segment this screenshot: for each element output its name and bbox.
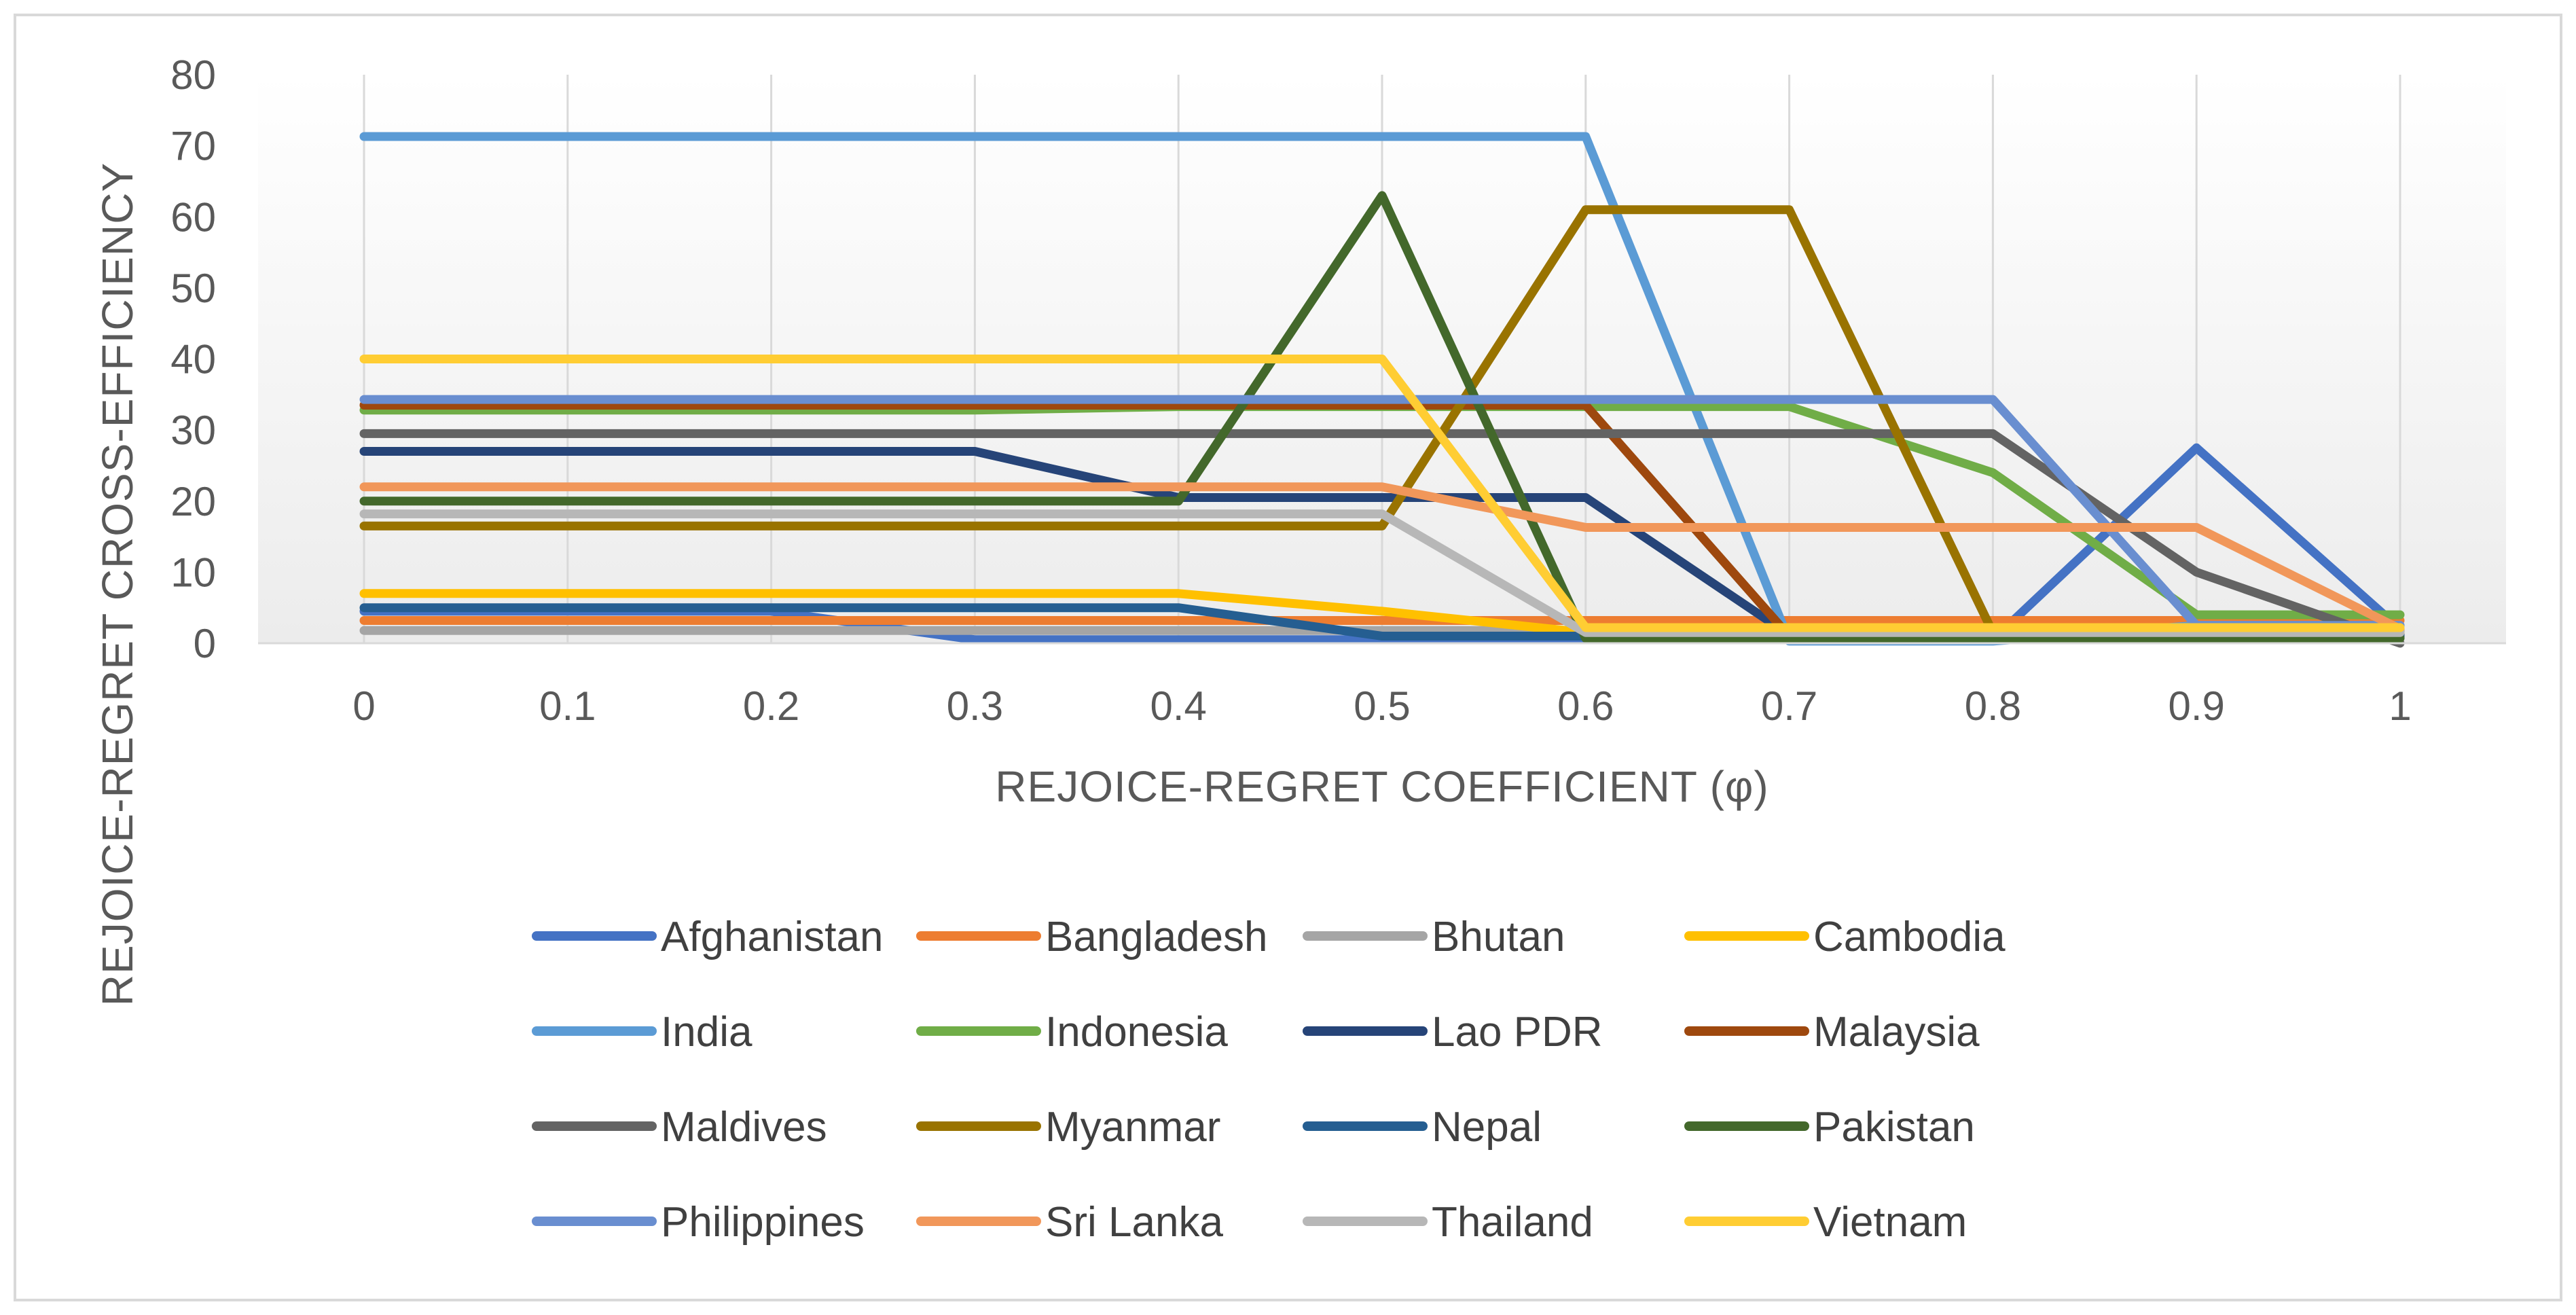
series-line-vietnam xyxy=(359,355,2405,632)
y-tick-label: 80 xyxy=(170,52,216,98)
legend-item-philippines: Philippines xyxy=(532,1199,865,1246)
legend-label: Maldives xyxy=(661,1104,827,1151)
legend-label: Sri Lanka xyxy=(1045,1199,1223,1246)
y-tick-label: 70 xyxy=(170,124,216,169)
legend-label: Afghanistan xyxy=(661,914,883,960)
x-tick-label: 0.6 xyxy=(1557,683,1614,729)
x-tick-label: 1 xyxy=(2389,683,2411,729)
legend-item-cambodia: Cambodia xyxy=(1684,914,2006,960)
legend-item-nepal: Nepal xyxy=(1303,1104,1542,1151)
series-line-pakistan xyxy=(359,191,2405,643)
legend-item-maldives: Maldives xyxy=(532,1104,827,1151)
legend-label: India xyxy=(661,1009,752,1056)
series-line-thailand xyxy=(359,509,2405,637)
legend-label: Indonesia xyxy=(1045,1009,1228,1056)
legend-label: Thailand xyxy=(1432,1199,1593,1246)
series-lines xyxy=(359,132,2405,648)
y-axis-title: REJOICE-REGRET CROSS-EFFICIENCY xyxy=(93,162,142,1006)
x-tick-label: 0.5 xyxy=(1354,683,1410,729)
legend-label: Lao PDR xyxy=(1432,1009,1603,1056)
legend-item-lao-pdr: Lao PDR xyxy=(1303,1009,1603,1056)
legend-item-thailand: Thailand xyxy=(1303,1199,1593,1246)
y-tick-label: 20 xyxy=(170,479,216,524)
y-tick-label: 0 xyxy=(194,621,216,666)
legend-label: Vietnam xyxy=(1813,1199,1967,1246)
legend-item-indonesia: Indonesia xyxy=(916,1009,1228,1056)
y-tick-label: 10 xyxy=(170,550,216,595)
legend-label: Cambodia xyxy=(1813,914,2006,960)
series-line-sri-lanka xyxy=(359,482,2405,634)
y-tick-label: 30 xyxy=(170,408,216,453)
legend-item-afghanistan: Afghanistan xyxy=(532,914,883,960)
x-tick-label: 0.3 xyxy=(947,683,1003,729)
x-tick-label: 0.2 xyxy=(743,683,799,729)
legend-label: Nepal xyxy=(1432,1104,1542,1151)
y-tick-label: 40 xyxy=(170,337,216,382)
x-tick-label: 0.7 xyxy=(1761,683,1817,729)
x-tick-labels: 0 0.1 0.2 0.3 0.4 0.5 0.6 0.7 0.8 0.9 1 xyxy=(352,683,2411,729)
legend-item-myanmar: Myanmar xyxy=(916,1104,1220,1151)
legend-label: Philippines xyxy=(661,1199,865,1246)
legend-item-bhutan: Bhutan xyxy=(1303,914,1565,960)
series-line-philippines xyxy=(359,395,2405,630)
legend-item-pakistan: Pakistan xyxy=(1684,1104,1975,1151)
x-tick-label: 0 xyxy=(352,683,375,729)
legend-label: Bangladesh xyxy=(1045,914,1268,960)
y-tick-label: 60 xyxy=(170,194,216,240)
x-tick-label: 0.4 xyxy=(1150,683,1206,729)
x-axis-title: REJOICE-REGRET COEFFICIENT (φ) xyxy=(995,762,1768,811)
legend-label: Malaysia xyxy=(1813,1009,1980,1056)
legend-label: Pakistan xyxy=(1813,1104,1975,1151)
x-tick-label: 0.8 xyxy=(1965,683,2021,729)
legend: Afghanistan Bangladesh Bhutan Cambodia India… xyxy=(532,914,2006,1246)
y-tick-label: 50 xyxy=(170,266,216,311)
y-tick-labels: 0 10 20 30 40 50 60 70 80 xyxy=(170,52,216,666)
legend-label: Myanmar xyxy=(1045,1104,1220,1151)
legend-item-bangladesh: Bangladesh xyxy=(916,914,1268,960)
legend-item-sri-lanka: Sri Lanka xyxy=(916,1199,1223,1246)
legend-item-vietnam: Vietnam xyxy=(1684,1199,1967,1246)
x-tick-label: 0.1 xyxy=(539,683,596,729)
legend-label: Bhutan xyxy=(1432,914,1565,960)
legend-item-malaysia: Malaysia xyxy=(1684,1009,1980,1056)
x-tick-label: 0.9 xyxy=(2168,683,2224,729)
legend-item-india: India xyxy=(532,1009,752,1056)
